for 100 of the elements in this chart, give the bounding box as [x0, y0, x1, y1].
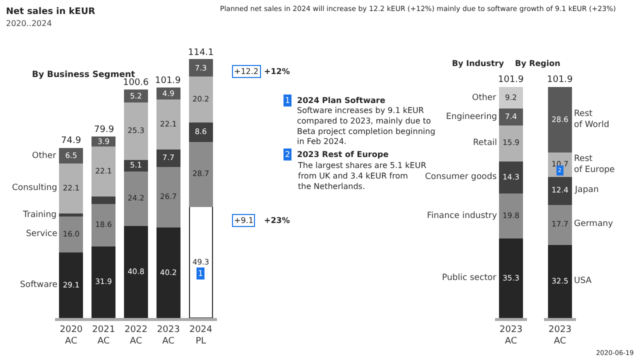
data-label: 40.2 [160, 268, 177, 277]
data-label: 26.7 [160, 192, 177, 202]
bar [499, 238, 523, 318]
data-label: 6.5 [65, 151, 78, 160]
total-label: 79.9 [94, 125, 114, 135]
data-label: 22.1 [160, 119, 177, 128]
series-label: Other [32, 151, 57, 161]
bar [548, 176, 572, 205]
text: +12.2 [234, 67, 259, 76]
bar [156, 98, 180, 150]
bar [59, 215, 84, 253]
series-label: Other [472, 93, 497, 103]
chart-title: By Region [515, 59, 561, 68]
data-label: 32.5 [552, 276, 569, 286]
data-label: 17.7 [552, 220, 569, 229]
data-label: 22.1 [95, 166, 112, 176]
bar [59, 162, 84, 214]
annotation: 1 [198, 269, 204, 278]
data-label: 5.1 [130, 160, 142, 170]
bar [92, 203, 116, 246]
bar [124, 225, 148, 318]
bar [59, 252, 84, 318]
bar [499, 192, 523, 239]
data-label: 8.6 [194, 127, 207, 136]
total-label: 101.9 [498, 75, 524, 85]
total-label: 101.9 [155, 76, 182, 86]
bar [188, 140, 213, 207]
total-label: 101.9 [547, 75, 574, 85]
bar [124, 90, 148, 103]
total-label: 100.6 [123, 78, 150, 88]
data-label: 9.2 [505, 93, 518, 102]
text: 2 [285, 150, 290, 159]
bar [499, 86, 523, 109]
data-label: 22.1 [62, 184, 80, 192]
data-label: 7.7 [162, 153, 175, 162]
bar [92, 245, 116, 318]
data-label: 5.2 [130, 91, 142, 100]
series-label: Service [26, 229, 58, 239]
data-label: 19.8 [502, 211, 520, 220]
data-label: 3.9 [98, 136, 110, 146]
data-label: 12.4 [552, 186, 569, 195]
series-label: Rest of Europe [574, 154, 615, 176]
data-label: 31.9 [95, 277, 112, 286]
bar [156, 166, 180, 228]
x-tick-label: 2020 AC [60, 324, 83, 346]
data-label: 16.0 [62, 229, 80, 238]
x-tick-label: 2023 AC [156, 324, 180, 346]
series-label: Germany [574, 219, 614, 229]
data-label: 7.3 [194, 63, 207, 72]
data-label: 40.8 [128, 267, 145, 276]
series-label: Engineering [446, 112, 497, 122]
series-label: Rest of World [574, 109, 610, 130]
data-label: 35.3 [502, 273, 520, 282]
bar [499, 108, 523, 126]
x-tick-label: 2022 AC [124, 324, 148, 346]
data-label: 15.9 [502, 138, 520, 148]
text: +12% [264, 67, 290, 76]
x-tick-label: 2024 PL [189, 324, 213, 346]
text: +9.1 [234, 216, 254, 225]
chart-title: Net sales in kEUR [6, 7, 96, 17]
series-label: USA [574, 276, 592, 286]
bar [188, 206, 213, 318]
series-label: Consulting [12, 183, 58, 193]
series-label: Training [22, 210, 57, 220]
bar [188, 76, 213, 122]
series-label: Public sector [442, 273, 497, 283]
data-label: 49.3 [192, 258, 210, 267]
x-tick-label: 2023 AC [548, 324, 572, 346]
data-label: 14.3 [502, 172, 520, 182]
bar [188, 59, 213, 77]
total-label: 74.9 [61, 136, 82, 146]
bar [124, 170, 148, 226]
series-label: Japan [574, 185, 599, 195]
bar [499, 124, 523, 162]
data-label: 18.6 [95, 220, 112, 230]
data-label: 28.6 [552, 115, 569, 124]
data-label: 24.2 [128, 194, 145, 203]
annotation: By Business Segment [32, 70, 136, 80]
data-label: 4.9 [162, 88, 175, 98]
bar [499, 160, 523, 194]
data-label: 29.1 [62, 280, 80, 290]
series-label: Consumer goods [425, 172, 498, 182]
bar [156, 148, 180, 168]
x-tick-label: 2023 AC [500, 324, 522, 346]
data-label: 20.2 [192, 94, 210, 104]
bar [59, 148, 84, 164]
text: Software increases by 9.1 kEUR compared to 2023, mainly due to Beta project completion beginning in Feb 2024. [297, 106, 436, 146]
bar [548, 244, 572, 318]
bar [548, 204, 572, 245]
series-label: Software [20, 280, 58, 290]
bar [92, 145, 116, 196]
series-label: Finance industry [427, 211, 498, 221]
data-label: 28.7 [192, 169, 210, 178]
bar [124, 102, 148, 160]
text: The largest shares are 5.1 kEUR from UK and 3.4 kEUR from the Netherlands. [297, 161, 427, 191]
chart-title: By Industry [452, 59, 505, 68]
x-tick-label: 2021 AC [92, 324, 116, 346]
series-label: Retail [473, 138, 498, 148]
bar [156, 226, 180, 318]
bar [548, 86, 572, 153]
